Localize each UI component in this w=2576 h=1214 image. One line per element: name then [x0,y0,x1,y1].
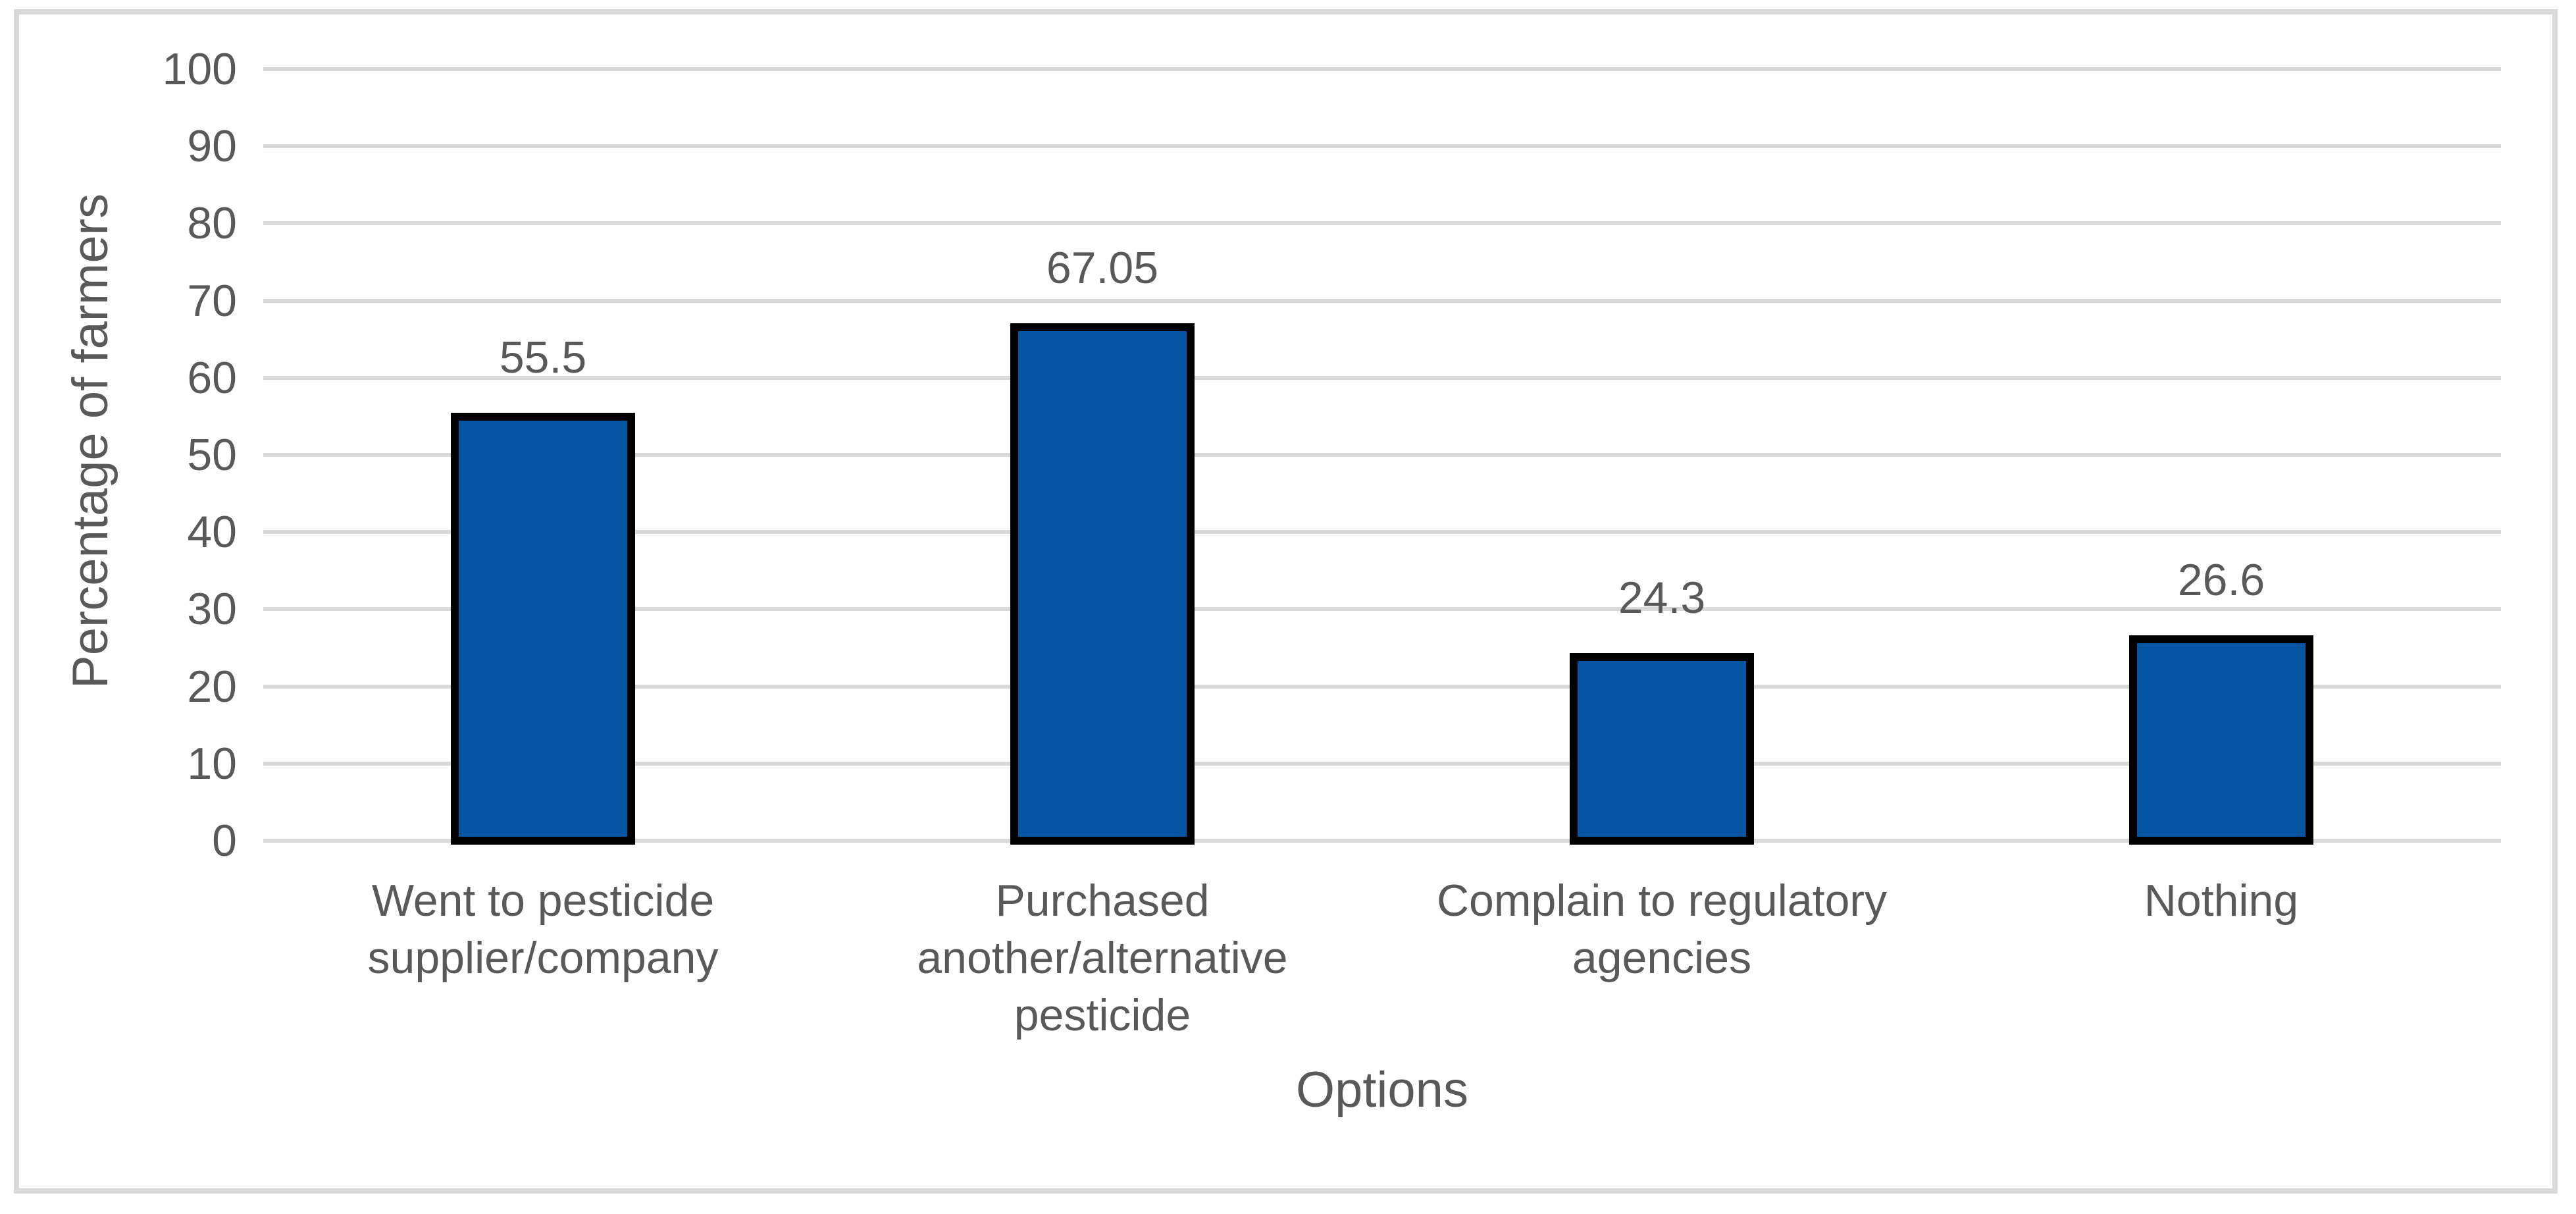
y-tick-label-80: 80 [187,198,237,249]
y-tick-label-0: 0 [212,816,237,866]
gridline-40 [263,530,2501,535]
gridline-0 [263,839,2501,843]
bar-1 [451,412,635,845]
bar-2 [1010,323,1195,845]
y-tick-label-30: 30 [187,584,237,635]
category-label-4: Nothing [2144,876,2299,926]
y-tick-label-10: 10 [187,738,237,789]
data-label-3: 24.3 [1618,573,1706,623]
bar-3 [1570,653,1754,845]
gridline-20 [263,684,2501,689]
category-label-3: Complain to regulatory agencies [1436,876,1888,983]
gridline-30 [263,607,2501,612]
data-label-4: 26.6 [2177,555,2265,606]
y-tick-label-60: 60 [187,352,237,403]
gridline-100 [263,67,2501,71]
data-label-1: 55.5 [499,332,587,383]
gridline-50 [263,453,2501,457]
y-tick-label-40: 40 [187,507,237,558]
gridline-60 [263,375,2501,380]
y-tick-label-50: 50 [187,430,237,480]
category-label-1: Went to pesticide supplier/company [367,876,719,983]
data-label-2: 67.05 [1046,243,1159,294]
chart-frame [14,9,2558,1194]
gridline-90 [263,144,2501,149]
bar-4 [2129,635,2313,845]
gridline-70 [263,298,2501,303]
gridline-80 [263,221,2501,226]
y-tick-label-70: 70 [187,275,237,326]
y-tick-label-90: 90 [187,121,237,172]
x-axis-title: Options [1296,1062,1468,1118]
y-tick-label-100: 100 [162,44,237,94]
category-label-2: Purchased another/alternative pesticide [917,876,1288,1040]
gridline-10 [263,761,2501,766]
y-tick-label-20: 20 [187,661,237,712]
